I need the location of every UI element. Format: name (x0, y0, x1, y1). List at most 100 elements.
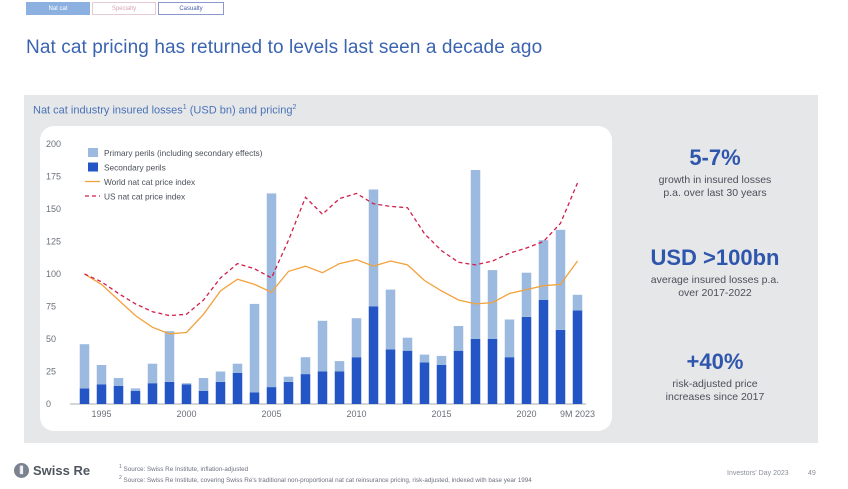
bar-primary-perils (283, 376, 294, 382)
bar-primary-perils (538, 240, 549, 300)
bar-secondary-perils (419, 362, 430, 404)
bar-primary-perils (334, 361, 345, 372)
panel-title-suffix: (USD bn) and pricing (189, 104, 293, 117)
y-tick-label: 100 (46, 269, 61, 279)
bar-primary-perils (402, 337, 413, 351)
x-tick-label: 2020 (516, 409, 536, 419)
bar-primary-perils (215, 371, 226, 382)
line-world-price-index (84, 259, 579, 335)
bar-secondary-perils (130, 391, 141, 404)
kpi-growth: 5-7% growth in insured losses p.a. over l… (626, 145, 804, 200)
tab-nat-cat[interactable]: Nat cat (26, 2, 90, 15)
bar-primary-perils (266, 193, 277, 388)
kpi-price-increase: +40% risk-adjusted price increases since … (626, 349, 804, 404)
bar-primary-perils (232, 363, 243, 373)
bar-secondary-perils (96, 384, 107, 404)
bar-secondary-perils (232, 372, 243, 404)
bar-secondary-perils (504, 357, 515, 404)
bar-secondary-perils (79, 388, 90, 404)
bar-secondary-perils (453, 350, 464, 404)
kpi-price-increase-line2: increases since 2017 (665, 391, 765, 403)
bar-primary-perils (96, 365, 107, 385)
section-tabs: Nat cat Specialty Casualty (26, 2, 224, 15)
x-tick-label: 2000 (176, 409, 196, 419)
bar-secondary-perils (266, 387, 277, 404)
tab-specialty[interactable]: Specialty (92, 2, 156, 15)
kpi-price-increase-line1: risk-adjusted price (672, 378, 758, 390)
legend-world-label: World nat cat price index (104, 177, 196, 187)
x-tick-label: 2015 (431, 409, 451, 419)
bar-primary-perils (351, 318, 362, 358)
kpi-average-losses-line1: average insured losses p.a. (650, 274, 780, 286)
y-tick-label: 25 (46, 367, 56, 377)
bar-secondary-perils (198, 391, 209, 404)
footnotes: 1 Source: Swiss Re Institute, inflation-… (119, 463, 532, 485)
bar-secondary-perils (385, 349, 396, 404)
bar-primary-perils (555, 229, 566, 330)
swiss-re-logo-text: Swiss Re (33, 463, 91, 478)
kpi-growth-line2: p.a. over last 30 years (663, 187, 767, 199)
panel-title-sup2: 2 (292, 104, 297, 111)
page-number: 49 (808, 470, 816, 477)
bar-primary-perils (130, 388, 141, 391)
losses-pricing-chart: 0 25 50 75 100 125 150 175 200 1995 2000 2005 2010 20… (46, 139, 595, 419)
legend-secondary-label: Secondary perils (104, 163, 166, 173)
bar-primary-perils (317, 320, 328, 372)
bar-primary-perils (198, 378, 209, 391)
kpi-price-increase-text: risk-adjusted price increases since 2017 (626, 378, 804, 404)
bar-primary-perils (436, 355, 447, 365)
bar-secondary-perils (147, 383, 158, 404)
x-tick-label: 1995 (91, 409, 111, 419)
footnote-1-text: Source: Swiss Re Institute, inflation-ad… (123, 466, 249, 474)
footer: ⫼ Swiss Re 1 Source: Swiss Re Institute,… (0, 455, 848, 489)
y-tick-label: 125 (46, 237, 61, 247)
footnote-2-number: 2 (119, 475, 122, 482)
y-tick-label: 0 (46, 399, 51, 409)
y-tick-label: 75 (46, 302, 56, 312)
legend-primary-swatch (88, 148, 98, 157)
bar-primary-perils (164, 331, 175, 382)
bar-primary-perils (572, 294, 583, 311)
bar-secondary-perils (300, 374, 311, 404)
bar-primary-perils (521, 272, 532, 317)
tab-casualty[interactable]: Casualty (158, 2, 224, 15)
kpi-average-losses: USD >100bn average insured losses p.a. ov… (626, 245, 804, 300)
x-tick-label: 2005 (261, 409, 281, 419)
bar-secondary-perils (334, 371, 345, 404)
bar-secondary-perils (215, 381, 226, 404)
legend-us-label: US nat cat price index (104, 192, 186, 202)
bar-primary-perils (181, 383, 192, 385)
footnote-2: 2 Source: Swiss Re Institute, covering S… (119, 474, 532, 485)
bar-primary-perils (453, 326, 464, 351)
event-name: Investors' Day 2023 (727, 470, 789, 477)
y-tick-label: 150 (46, 204, 61, 214)
footnote-1: 1 Source: Swiss Re Institute, inflation-… (119, 463, 532, 474)
kpi-growth-value: 5-7% (689, 145, 741, 170)
bar-primary-perils (147, 363, 158, 384)
bar-primary-perils (419, 354, 430, 363)
bar-primary-perils (249, 303, 260, 393)
bar-secondary-perils (181, 384, 192, 404)
bar-secondary-perils (113, 385, 124, 404)
footnote-1-number: 1 (119, 464, 122, 470)
bar-primary-perils (504, 319, 515, 358)
chart-panel: Nat cat industry insured losses1 (USD bn… (24, 95, 818, 443)
bar-primary-perils (113, 378, 124, 386)
bar-primary-perils (79, 344, 90, 389)
bar-secondary-perils (164, 381, 175, 404)
panel-title-main: Nat cat industry insured losses (33, 104, 183, 117)
kpi-price-increase-value: +40% (686, 349, 744, 374)
bar-secondary-perils (538, 300, 549, 404)
bar-secondary-perils (555, 329, 566, 404)
chart-card: 0 25 50 75 100 125 150 175 200 1995 2000 2005 2010 20… (40, 126, 612, 431)
kpi-average-losses-text: average insured losses p.a. over 2017-202… (626, 274, 804, 300)
legend-secondary-swatch (88, 162, 98, 172)
bar-secondary-perils (521, 316, 532, 404)
y-tick-label: 175 (46, 172, 61, 182)
kpi-growth-text: growth in insured losses p.a. over last 3… (626, 174, 804, 200)
panel-title: Nat cat industry insured losses1 (USD bn… (33, 104, 296, 117)
y-tick-label: 50 (46, 334, 56, 344)
line-us-price-index (84, 182, 579, 317)
page-title: Nat cat pricing has returned to levels l… (26, 37, 543, 58)
bar-secondary-perils (470, 339, 481, 404)
